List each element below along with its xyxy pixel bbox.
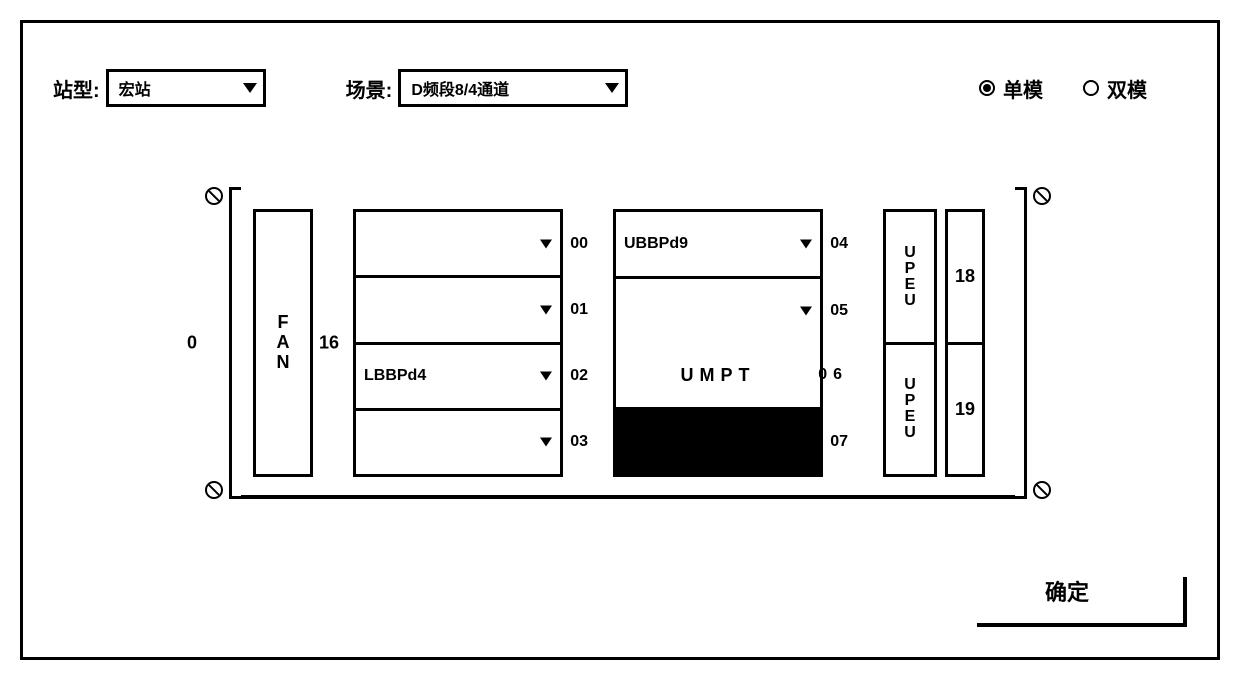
screw-icon	[205, 187, 223, 205]
slot-num-06: 06	[818, 366, 848, 384]
ok-button[interactable]: 确定	[977, 567, 1157, 615]
slot-num-02: 02	[570, 367, 588, 385]
upeu-bottom: UPEU	[886, 342, 934, 475]
slot-column-left: 00 01 LBBPd4 02 03	[353, 209, 563, 477]
slot-column-right: UBBPd9 04 05 UMPT 06 07	[613, 209, 823, 477]
slot-04-value: UBBPd9	[624, 235, 688, 253]
screw-icon	[205, 481, 223, 499]
mode-dual-radio[interactable]: 双模	[1083, 74, 1147, 103]
ok-button-wrap: 确定	[977, 567, 1187, 627]
slot-03-select[interactable]: 03	[356, 408, 560, 474]
header-row: 站型: 宏站 场景: D频段8/4通道 单模 双模	[53, 63, 1187, 113]
bracket-right	[1015, 187, 1027, 499]
chevron-down-icon	[800, 307, 812, 316]
mode-single-radio[interactable]: 单模	[979, 74, 1043, 103]
mode-single-label: 单模	[1003, 74, 1043, 103]
radio-icon	[979, 80, 995, 96]
upeu-top: UPEU	[886, 212, 934, 342]
slot-num-0: 0	[187, 333, 197, 354]
slot-num-04: 04	[830, 235, 848, 253]
slot-num-16: 16	[319, 333, 339, 354]
slot-num-07: 07	[830, 433, 848, 451]
chevron-down-icon	[540, 372, 552, 381]
slot-02-value: LBBPd4	[364, 367, 426, 385]
chevron-down-icon	[800, 240, 812, 249]
slot-num-01: 01	[570, 301, 588, 319]
screw-icon	[1033, 481, 1051, 499]
chevron-down-icon	[540, 305, 552, 314]
scene-label: 场景:	[346, 74, 393, 103]
station-select[interactable]: 宏站	[106, 69, 266, 107]
radio-icon	[1083, 80, 1099, 96]
slot-num-03: 03	[570, 433, 588, 451]
chevron-down-icon	[243, 83, 257, 93]
station-select-value: 宏站	[119, 76, 151, 100]
fan-slot: FAN	[253, 209, 313, 477]
mode-radio-group: 单模 双模	[979, 74, 1147, 103]
station-label: 站型:	[53, 74, 100, 103]
slot-04-select[interactable]: UBBPd9 04	[616, 212, 820, 276]
slot-00-select[interactable]: 00	[356, 212, 560, 275]
config-dialog: 站型: 宏站 场景: D频段8/4通道 单模 双模	[20, 20, 1220, 660]
slot-num-05: 05	[830, 302, 848, 320]
upeu-column: UPEU UPEU	[883, 209, 937, 477]
chevron-down-icon	[605, 83, 619, 93]
slot-num-18: 18	[948, 212, 982, 342]
chevron-down-icon	[540, 239, 552, 248]
chassis-diagram: 0 FAN 16 00 01 LBBPd4 02	[193, 183, 1063, 503]
slot-02-select[interactable]: LBBPd4 02	[356, 342, 560, 408]
scene-select[interactable]: D频段8/4通道	[398, 69, 628, 107]
ok-rightline	[1183, 577, 1187, 627]
slot-06-value: UMPT	[681, 365, 756, 386]
chevron-down-icon	[540, 438, 552, 447]
screw-icon	[1033, 187, 1051, 205]
mode-dual-label: 双模	[1107, 74, 1147, 103]
ok-underline	[977, 623, 1187, 627]
slot-05-select[interactable]: 05	[616, 276, 820, 343]
ok-button-label: 确定	[1045, 575, 1089, 607]
bracket-left	[229, 187, 241, 499]
right-slot-nums: 18 19	[945, 209, 985, 477]
slot-num-19: 19	[948, 342, 982, 475]
slot-num-00: 00	[570, 235, 588, 253]
slot-06-umpt: UMPT 06	[616, 343, 820, 407]
scene-select-value: D频段8/4通道	[411, 76, 509, 100]
chassis-baseline	[241, 495, 1015, 499]
slot-07-filled: 07	[616, 407, 820, 474]
slot-01-select[interactable]: 01	[356, 275, 560, 341]
